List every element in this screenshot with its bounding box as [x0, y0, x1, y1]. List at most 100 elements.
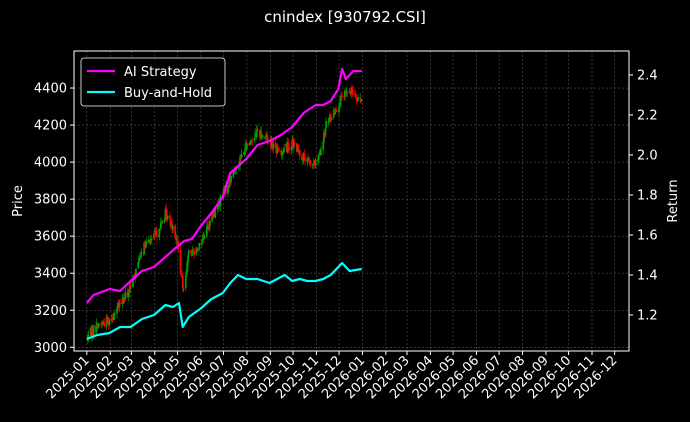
y2-axis-label: Return — [666, 179, 681, 222]
candle-body — [112, 317, 115, 320]
y-tick-label: 4200 — [34, 119, 67, 134]
candle-body — [249, 142, 251, 146]
candle-body — [181, 275, 184, 288]
candle-body — [181, 274, 183, 277]
y-tick-label: 3400 — [34, 267, 67, 282]
candle-body — [103, 322, 106, 327]
candle-body — [256, 128, 259, 131]
candle-body — [108, 320, 111, 325]
candle-body — [205, 226, 208, 236]
candle-body — [145, 241, 148, 245]
candle-body — [113, 312, 116, 315]
candle-body — [190, 250, 192, 254]
candle-body — [156, 236, 158, 238]
y2-tick-label: 1.2 — [637, 309, 658, 324]
candle-body — [322, 141, 325, 150]
y2-tick-label: 2.4 — [637, 69, 658, 84]
candle-body — [335, 109, 337, 112]
candle-body — [255, 128, 258, 138]
candle-body — [186, 261, 189, 272]
legend-label: Buy-and-Hold — [124, 86, 212, 101]
candle-body — [163, 219, 166, 223]
candle-body — [128, 284, 131, 293]
candle-body — [297, 145, 300, 152]
candle-body — [230, 176, 232, 183]
candle-body — [287, 142, 290, 148]
candle-body — [201, 238, 204, 243]
candle-body — [166, 215, 169, 220]
y-tick-label: 3200 — [34, 304, 67, 319]
candle-body — [98, 323, 100, 327]
candle-body — [260, 130, 263, 139]
candle-body — [274, 143, 277, 148]
candle-body — [316, 159, 319, 161]
candle-body — [277, 147, 280, 152]
y2-tick-label: 1.4 — [637, 269, 658, 284]
candle-body — [97, 326, 100, 328]
candle-body — [357, 97, 359, 101]
y-tick-label: 3000 — [34, 341, 67, 356]
candle-body — [113, 313, 115, 319]
candle-body — [159, 222, 162, 229]
candle-body — [119, 303, 121, 305]
candle-body — [192, 249, 195, 252]
candle-body — [298, 150, 301, 156]
candle-body — [135, 268, 137, 275]
candle-body — [338, 106, 340, 113]
candle-body — [122, 297, 125, 304]
candle-body — [314, 159, 317, 166]
candle-body — [191, 249, 194, 256]
legend-box — [80, 57, 226, 107]
candle-body — [266, 134, 269, 141]
y-tick-label: 4000 — [34, 156, 67, 171]
candle-body — [165, 208, 168, 211]
candle-body — [127, 289, 130, 298]
candle-body — [334, 108, 337, 115]
candle-body — [179, 250, 182, 272]
candle-body — [175, 237, 177, 240]
plot-frame — [73, 50, 630, 352]
candle-body — [187, 255, 189, 263]
candle-body — [341, 96, 343, 98]
candle-body — [193, 250, 195, 255]
candle-body — [301, 155, 303, 160]
candle-body — [174, 225, 177, 239]
candle-body — [303, 153, 306, 159]
candle-body — [153, 234, 155, 239]
candle-body — [116, 308, 118, 314]
candle-body — [239, 156, 242, 158]
candle-body — [329, 114, 332, 121]
candle-body — [323, 132, 325, 143]
candle-body — [227, 185, 229, 194]
candle-body — [169, 217, 172, 227]
candle-body — [261, 137, 263, 139]
candle-body — [208, 226, 211, 229]
candle-body — [214, 208, 217, 218]
candle-body — [279, 151, 282, 153]
candle-body — [129, 285, 132, 288]
y2-tick-label: 2.0 — [637, 149, 658, 164]
candle-body — [360, 100, 363, 102]
candle-body — [328, 118, 331, 123]
y-tick-label: 3800 — [34, 193, 67, 208]
candle-body — [307, 159, 310, 161]
candle-body — [92, 325, 95, 336]
candlesticks — [86, 84, 363, 344]
candle-body — [164, 209, 167, 220]
legend-label: AI Strategy — [124, 65, 197, 80]
candle-body — [281, 151, 284, 156]
candle-body — [200, 242, 203, 244]
candle-body — [159, 228, 161, 230]
series-line-ai-strategy — [85, 67, 362, 304]
candle-body — [139, 257, 142, 260]
candle-body — [325, 121, 328, 128]
candle-body — [198, 242, 201, 249]
candle-body — [307, 157, 309, 161]
candle-body — [233, 168, 235, 175]
candle-body — [131, 277, 134, 287]
y-tick-label: 3600 — [34, 230, 67, 245]
candle-body — [150, 239, 152, 241]
candle-body — [351, 86, 354, 95]
candle-body — [324, 128, 327, 136]
